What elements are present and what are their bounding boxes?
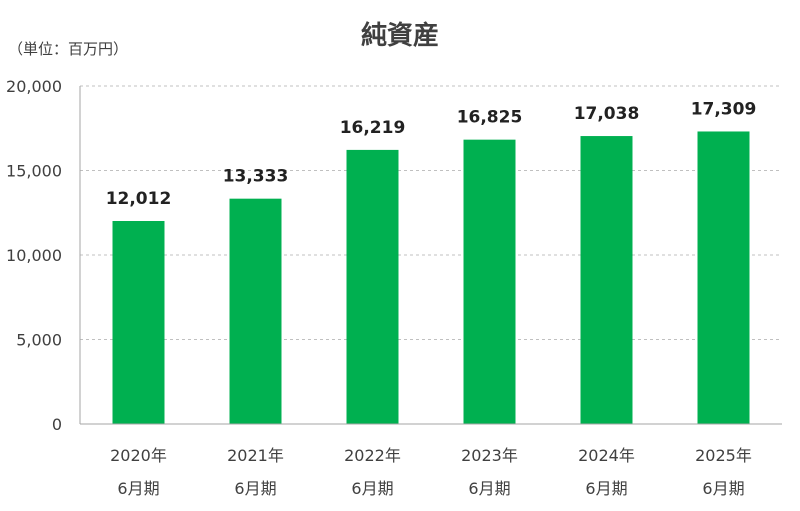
x-tick-label-period: 6月期 <box>117 479 159 498</box>
labels: 0 5,000 10,000 15,000 20,000 12,012 2020年 6月期 13… <box>6 77 756 498</box>
chart-title: 純資産 <box>361 20 439 51</box>
bar <box>112 220 165 424</box>
data-label: 12,012 <box>106 189 172 209</box>
unit-label: （単位：百万円） <box>8 40 128 58</box>
bar <box>346 149 399 424</box>
x-tick-label-period: 6月期 <box>468 479 510 498</box>
bar <box>580 136 633 424</box>
data-label: 16,825 <box>457 108 523 128</box>
x-tick-label-year: 2023年 <box>461 446 518 465</box>
y-tick-label: 5,000 <box>16 331 62 350</box>
x-tick-label-year: 2020年 <box>110 446 167 465</box>
x-tick-label-period: 6月期 <box>351 479 393 498</box>
bar <box>697 131 750 424</box>
x-tick-label-period: 6月期 <box>585 479 627 498</box>
y-tick-label: 20,000 <box>6 77 62 96</box>
y-tick-label: 0 <box>52 415 62 434</box>
bar <box>229 198 282 424</box>
gridlines <box>80 85 782 340</box>
y-tick-label: 15,000 <box>6 162 62 181</box>
bar <box>463 139 516 424</box>
x-tick-label-year: 2024年 <box>578 446 635 465</box>
x-tick-label-year: 2021年 <box>227 446 284 465</box>
y-tick-label: 10,000 <box>6 246 62 265</box>
axes <box>79 86 782 425</box>
x-tick-label-year: 2025年 <box>695 446 752 465</box>
bars <box>112 131 750 424</box>
data-label: 16,219 <box>340 118 406 138</box>
x-tick-label-period: 6月期 <box>702 479 744 498</box>
data-label: 13,333 <box>223 167 289 187</box>
x-tick-label-year: 2022年 <box>344 446 401 465</box>
data-label: 17,038 <box>574 104 640 124</box>
x-tick-label-period: 6月期 <box>234 479 276 498</box>
data-label: 17,309 <box>691 99 757 119</box>
